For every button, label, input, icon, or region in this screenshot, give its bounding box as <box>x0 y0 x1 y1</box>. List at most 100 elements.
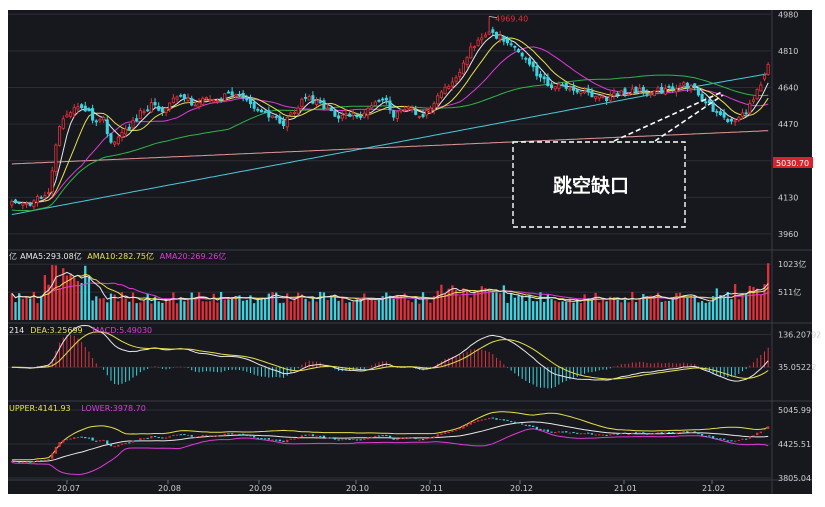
candle-body <box>682 82 686 86</box>
macd-tick-label: 136.20792 <box>778 330 821 339</box>
candle-body <box>439 91 443 98</box>
candle-body <box>704 101 708 104</box>
boll-candle <box>443 432 447 434</box>
boll-candle <box>686 431 689 433</box>
candle-body <box>395 111 399 119</box>
boll-candle <box>201 434 204 437</box>
volume-legend-item: 亿 <box>9 251 17 261</box>
candle-body <box>568 88 572 91</box>
boll-candle <box>43 459 47 461</box>
volume-bar <box>671 297 674 320</box>
volume-bar <box>759 294 762 320</box>
volume-bar <box>407 300 410 320</box>
boll-candle <box>73 437 76 439</box>
macd-tick-label: 35.05222 <box>778 363 816 372</box>
candle-body <box>454 77 458 82</box>
boll-candle <box>697 432 700 435</box>
volume-bar <box>183 301 186 320</box>
candle-body <box>498 35 502 40</box>
volume-bar <box>499 293 502 320</box>
candle-body <box>80 104 84 109</box>
volume-bar <box>282 302 285 320</box>
candle-body <box>168 102 172 110</box>
candle-body <box>351 113 355 116</box>
boll-candle <box>616 433 619 435</box>
candle-body <box>234 94 238 97</box>
volume-bar <box>146 293 149 320</box>
candle-body <box>13 199 18 204</box>
candle-body <box>69 112 73 117</box>
annotation-text: 跳空缺口 <box>553 174 629 197</box>
price-tick-label: 4470 <box>778 120 798 129</box>
volume-bar <box>84 265 87 320</box>
candle-body <box>443 86 447 94</box>
volume-ma-5 <box>11 271 769 302</box>
candle-body <box>164 107 168 114</box>
boll-candle <box>117 444 120 447</box>
volume-bar <box>476 291 480 320</box>
volume-bar <box>561 301 564 320</box>
boll-candle <box>234 434 237 436</box>
x-tick-label: 20.10 <box>346 484 369 493</box>
volume-bar <box>355 299 359 320</box>
candle-body <box>54 144 58 173</box>
boll-candle <box>708 435 711 437</box>
volume-bar <box>54 265 58 320</box>
candle-body <box>359 114 363 118</box>
ma-line-120 <box>11 73 769 215</box>
volume-tick-label: 511亿 <box>778 287 801 297</box>
boll-candle <box>638 432 641 434</box>
candle-body <box>645 92 649 95</box>
volume-bar <box>10 293 13 320</box>
volume-bar <box>124 298 127 320</box>
volume-bar <box>297 292 300 320</box>
candle-body <box>751 99 756 102</box>
candle-body <box>362 112 366 118</box>
volume-bar <box>36 303 39 320</box>
candle-body <box>406 106 410 109</box>
boll-candle <box>54 446 58 454</box>
candle-body <box>39 196 43 199</box>
candle-body <box>461 62 465 74</box>
volume-bar <box>513 297 516 320</box>
price-tick-label: 4130 <box>778 193 798 202</box>
candle-body <box>729 118 733 122</box>
volume-bar <box>311 296 315 320</box>
boll-candle <box>561 431 564 433</box>
volume-bar <box>473 290 476 320</box>
volume-bar <box>587 298 590 320</box>
candle-body <box>281 120 286 126</box>
volume-bar <box>47 284 50 320</box>
current-price-badge <box>773 157 813 168</box>
candle-body <box>296 107 300 114</box>
volume-bar <box>381 296 384 320</box>
candle-body <box>634 86 638 94</box>
price-tick-label: 4640 <box>778 84 798 93</box>
candle-body <box>616 93 620 96</box>
boll-candle <box>410 437 414 439</box>
boll-candle <box>609 434 612 436</box>
volume-bar <box>565 301 568 320</box>
volume-bar <box>128 301 131 320</box>
volume-bar <box>293 297 296 320</box>
boll-candle <box>634 432 638 434</box>
boll-candle <box>264 438 267 440</box>
boll-candle <box>521 423 524 425</box>
boll-candle <box>579 433 583 435</box>
boll-candle <box>535 426 538 430</box>
volume-bar <box>245 299 248 320</box>
boll-candle <box>146 437 149 439</box>
boll-candle <box>18 461 21 463</box>
boll-candle <box>506 419 509 421</box>
boll-tick-label: 4425.51 <box>778 440 811 449</box>
candle-body <box>476 39 480 46</box>
volume-bar <box>763 284 766 320</box>
candle-body <box>726 118 730 122</box>
volume-bar <box>205 301 208 320</box>
candle-body <box>304 97 308 99</box>
candle-body <box>373 101 377 106</box>
boll-candle <box>436 434 439 437</box>
candle-body <box>201 97 205 106</box>
boll-candle <box>366 437 370 440</box>
boll-candle <box>227 433 230 435</box>
